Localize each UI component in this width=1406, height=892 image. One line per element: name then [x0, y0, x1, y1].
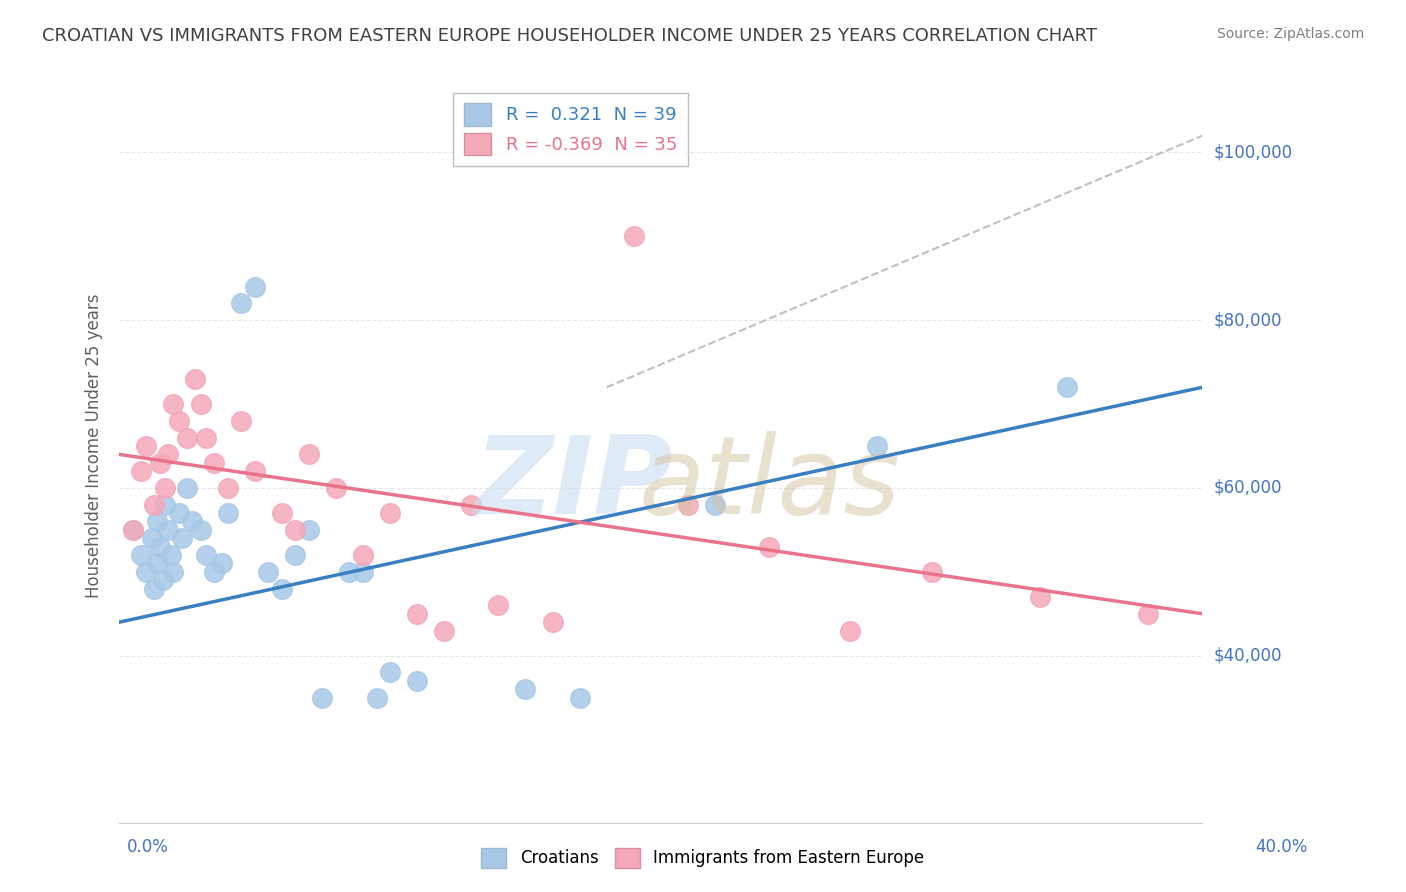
Point: [141, 531, 163, 545]
Text: ZIP: ZIP: [475, 431, 673, 537]
Point: [298, 523, 321, 537]
Point: [257, 565, 280, 579]
Point: [211, 557, 233, 571]
Point: [1029, 590, 1052, 604]
Point: [190, 523, 212, 537]
Point: [167, 506, 190, 520]
Point: [325, 481, 347, 495]
Point: [146, 515, 169, 529]
Text: atlas: atlas: [638, 431, 900, 536]
Point: [284, 548, 307, 562]
Text: 0.0%: 0.0%: [127, 838, 169, 856]
Point: [486, 599, 509, 613]
Y-axis label: Householder Income Under 25 years: Householder Income Under 25 years: [86, 293, 103, 599]
Point: [378, 665, 401, 680]
Point: [202, 565, 225, 579]
Point: [515, 682, 537, 697]
Point: [146, 557, 169, 571]
Point: [378, 506, 401, 520]
Point: [190, 397, 212, 411]
Point: [194, 548, 217, 562]
Point: [121, 523, 143, 537]
Point: [152, 573, 174, 587]
Point: [129, 548, 152, 562]
Point: [541, 615, 564, 629]
Point: [156, 523, 179, 537]
Point: [433, 624, 456, 638]
Point: [352, 548, 374, 562]
Point: [155, 498, 177, 512]
Point: [162, 565, 184, 579]
Text: $40,000: $40,000: [1213, 647, 1282, 665]
Point: [184, 372, 207, 386]
Point: [129, 464, 152, 478]
Point: [149, 540, 172, 554]
Point: [311, 690, 333, 705]
Point: [229, 296, 252, 310]
Point: [217, 481, 239, 495]
Text: 40.0%: 40.0%: [1256, 838, 1308, 856]
Point: [839, 624, 862, 638]
Point: [121, 523, 143, 537]
Point: [167, 414, 190, 428]
Point: [298, 447, 321, 461]
Point: [159, 548, 181, 562]
Point: [243, 464, 266, 478]
Point: [406, 673, 429, 688]
Text: CROATIAN VS IMMIGRANTS FROM EASTERN EUROPE HOUSEHOLDER INCOME UNDER 25 YEARS COR: CROATIAN VS IMMIGRANTS FROM EASTERN EURO…: [42, 27, 1097, 45]
Point: [366, 690, 388, 705]
Point: [135, 565, 157, 579]
Legend: R =  0.321  N = 39, R = -0.369  N = 35: R = 0.321 N = 39, R = -0.369 N = 35: [453, 93, 688, 166]
Point: [181, 515, 204, 529]
Point: [135, 439, 157, 453]
Point: [623, 229, 645, 244]
Legend: Croatians, Immigrants from Eastern Europe: Croatians, Immigrants from Eastern Europ…: [475, 841, 931, 875]
Point: [921, 565, 943, 579]
Text: Source: ZipAtlas.com: Source: ZipAtlas.com: [1216, 27, 1364, 41]
Point: [194, 431, 217, 445]
Point: [162, 397, 184, 411]
Point: [156, 447, 179, 461]
Point: [176, 481, 198, 495]
Point: [170, 531, 193, 545]
Point: [352, 565, 374, 579]
Text: $80,000: $80,000: [1213, 311, 1282, 329]
Point: [155, 481, 177, 495]
Point: [866, 439, 889, 453]
Point: [1056, 380, 1078, 394]
Point: [217, 506, 239, 520]
Point: [143, 498, 166, 512]
Point: [568, 690, 591, 705]
Point: [406, 607, 429, 621]
Point: [676, 498, 699, 512]
Point: [149, 456, 172, 470]
Text: $60,000: $60,000: [1213, 479, 1282, 497]
Point: [270, 582, 292, 596]
Point: [270, 506, 292, 520]
Point: [284, 523, 307, 537]
Point: [339, 565, 361, 579]
Point: [704, 498, 727, 512]
Point: [243, 279, 266, 293]
Point: [1137, 607, 1160, 621]
Point: [176, 431, 198, 445]
Point: [202, 456, 225, 470]
Point: [460, 498, 482, 512]
Point: [758, 540, 780, 554]
Point: [229, 414, 252, 428]
Point: [143, 582, 166, 596]
Text: $100,000: $100,000: [1213, 144, 1292, 161]
